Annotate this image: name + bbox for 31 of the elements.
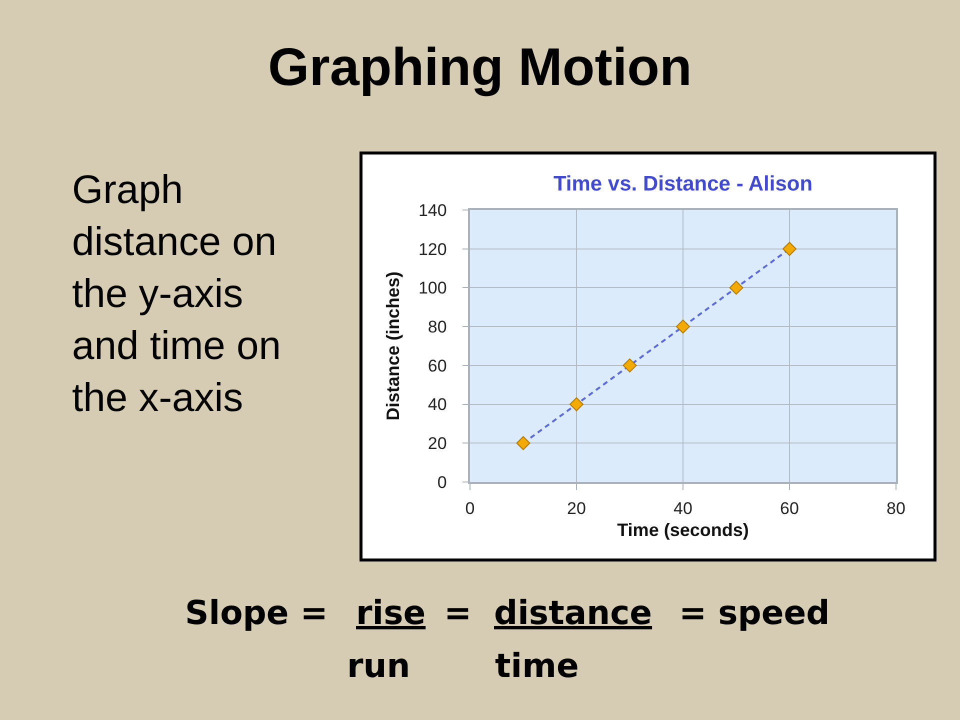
x-tick-label: 0 <box>465 499 475 518</box>
y-axis-title: Distance (inches) <box>383 271 404 421</box>
x-tick-label: 40 <box>674 499 692 518</box>
y-tick-label: 120 <box>418 240 447 259</box>
y-tick-label: 60 <box>428 356 447 376</box>
y-tick-label: 100 <box>418 278 447 298</box>
point <box>570 397 584 412</box>
point <box>676 320 690 334</box>
text: run <box>347 646 410 685</box>
text: time <box>495 646 579 685</box>
point <box>782 242 796 256</box>
text: rise <box>356 593 426 632</box>
y-tick-label: 80 <box>428 318 447 337</box>
text: Graphing Motion <box>268 38 692 97</box>
text: = <box>444 593 472 632</box>
x-axis-title: Time (seconds) <box>617 520 749 540</box>
y-tick-label: 140 <box>418 200 447 220</box>
point <box>729 280 744 295</box>
chart-title: Time vs. Distance - Alison <box>553 172 813 196</box>
y-tick-label: 20 <box>428 434 447 454</box>
point <box>516 436 530 450</box>
point <box>622 358 637 372</box>
x-tick-label: 20 <box>567 499 586 518</box>
x-tick-label: 80 <box>886 499 906 518</box>
x-tick-label: 60 <box>780 499 799 518</box>
text: distance <box>494 593 652 632</box>
text: Slope = <box>185 593 328 632</box>
text: = speed <box>679 593 830 632</box>
y-tick-label: 0 <box>437 472 447 492</box>
text: Graph distance on the y-axis and time on the x-axis <box>72 168 282 420</box>
y-tick-label: 40 <box>428 395 447 414</box>
